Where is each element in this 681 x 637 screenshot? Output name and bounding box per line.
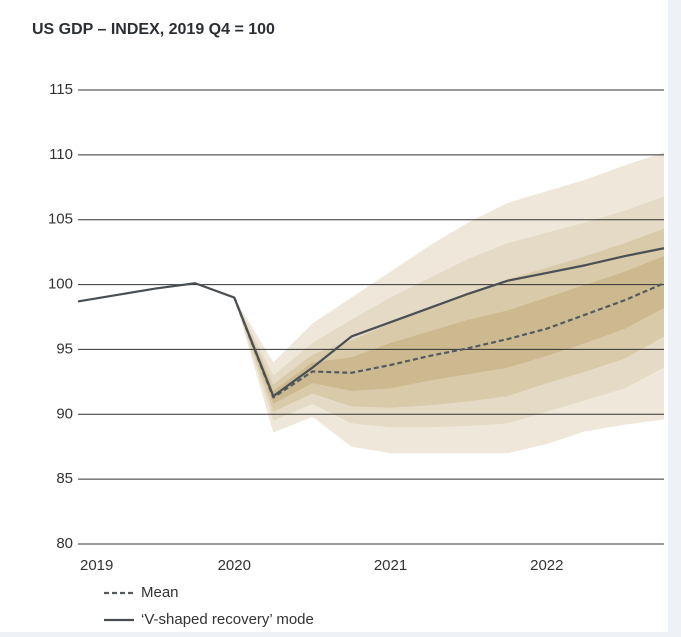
y-tick-label: 90	[56, 405, 73, 422]
y-tick-label: 85	[56, 470, 73, 487]
y-tick-label: 100	[48, 276, 73, 293]
fan-band	[234, 256, 664, 404]
y-tick-label: 115	[49, 81, 73, 98]
x-tick-label: 2019	[80, 557, 113, 574]
series-line	[77, 247, 665, 398]
y-tick-label: 105	[48, 211, 73, 228]
x-tick-label: 2022	[530, 557, 563, 574]
legend-label: ‘V-shaped recovery’ mode	[141, 611, 314, 628]
y-tick-label: 80	[56, 535, 73, 552]
y-tick-label: 95	[56, 340, 73, 357]
chart-title: US GDP – INDEX, 2019 Q4 = 100	[32, 21, 275, 38]
x-tick-label: 2021	[374, 557, 407, 574]
y-tick-label: 110	[49, 146, 73, 163]
series-line	[233, 282, 665, 399]
legend-label: Mean	[141, 584, 179, 601]
x-tick-label: 2020	[218, 557, 251, 574]
